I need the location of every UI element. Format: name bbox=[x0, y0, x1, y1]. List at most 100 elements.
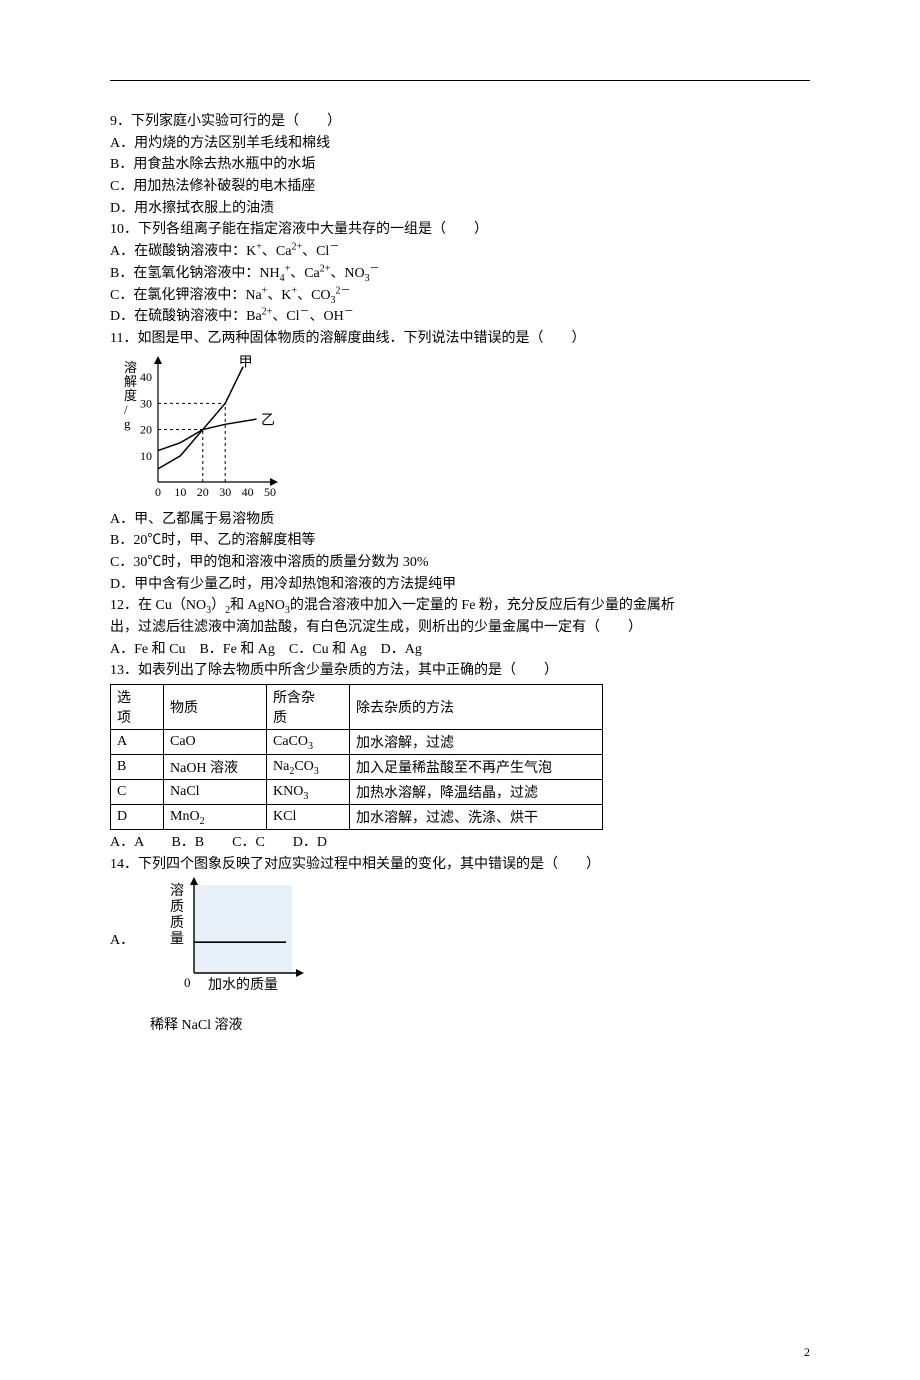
svg-text:40: 40 bbox=[140, 370, 152, 384]
sup: 2－ bbox=[336, 285, 351, 296]
q12-line1: 12．在 Cu（NO3）2和 AgNO3的混合溶液中加入一定量的 Fe 粉，充分… bbox=[110, 595, 810, 617]
table-cell: 加热水溶解，降温结晶，过滤 bbox=[350, 780, 603, 805]
svg-text:加水的质量: 加水的质量 bbox=[208, 977, 278, 993]
q12-opts: A．Fe 和 Cu B．Fe 和 Ag C．Cu 和 Ag D．Ag bbox=[110, 639, 810, 661]
q9-opt-b: B．用食盐水除去热水瓶中的水垢 bbox=[110, 154, 810, 176]
q10-a-m2: 、Cl bbox=[302, 244, 329, 259]
svg-text:度: 度 bbox=[124, 388, 137, 403]
q10-a-pre: A．在碳酸钠溶液中：K bbox=[110, 244, 256, 259]
q10-a-m1: 、Ca bbox=[262, 244, 292, 259]
table-cell: KNO3 bbox=[267, 780, 350, 805]
solubility-chart: 1020304001020304050甲乙溶解度/g bbox=[110, 354, 810, 509]
q12-l1-mid: 和 AgNO bbox=[230, 598, 285, 613]
svg-text:20: 20 bbox=[140, 422, 152, 436]
svg-text:10: 10 bbox=[140, 448, 152, 462]
svg-text:30: 30 bbox=[219, 485, 231, 499]
q10-opt-b: B．在氢氧化钠溶液中：NH4+、Ca2+、NO3－ bbox=[110, 263, 810, 285]
page-number: 2 bbox=[804, 1345, 810, 1360]
q14-stem: 14．下列四个图象反映了对应实验过程中相关量的变化，其中错误的是（ ） bbox=[110, 854, 810, 876]
table-cell: CaCO3 bbox=[267, 730, 350, 755]
table-cell: 加水溶解，过滤 bbox=[350, 730, 603, 755]
table-cell: NaOH 溶液 bbox=[164, 755, 267, 780]
table-cell: D bbox=[111, 805, 164, 830]
q10-b-m2: 、NO bbox=[330, 266, 364, 281]
q12-l1-pre: 12．在 Cu（NO bbox=[110, 598, 206, 613]
q9-stem: 9．下列家庭小实验可行的是（ ） bbox=[110, 111, 810, 133]
svg-text:解: 解 bbox=[124, 374, 137, 389]
sup: 2+ bbox=[262, 307, 273, 318]
q14-opt-a-row: A． 溶质质量 0 加水的质量 bbox=[110, 875, 810, 1007]
page: 9．下列家庭小实验可行的是（ ） A．用灼烧的方法区别羊毛线和棉线 B．用食盐水… bbox=[0, 0, 920, 1380]
q10-opt-c: C．在氯化钾溶液中：Na+、K+、CO32－ bbox=[110, 285, 810, 307]
svg-text:10: 10 bbox=[174, 485, 186, 499]
q11-opt-a: A．甲、乙都属于易溶物质 bbox=[110, 509, 810, 531]
table-row: BNaOH 溶液Na2CO3加入足量稀盐酸至不再产生气泡 bbox=[111, 755, 603, 780]
table-header: 除去杂质的方法 bbox=[350, 685, 603, 730]
table-row: CNaClKNO3加热水溶解，降温结晶，过滤 bbox=[111, 780, 603, 805]
svg-text:甲: 甲 bbox=[239, 355, 253, 370]
svg-text:g: g bbox=[124, 416, 131, 431]
table-cell: KCl bbox=[267, 805, 350, 830]
q12-l1-post: 的混合溶液中加入一定量的 Fe 粉，充分反应后有少量的金属析 bbox=[290, 598, 675, 613]
q10-b-pre: B．在氢氧化钠溶液中：NH bbox=[110, 266, 280, 281]
svg-text:质: 质 bbox=[170, 899, 184, 915]
sup: － bbox=[300, 307, 310, 318]
sup: － bbox=[329, 241, 339, 252]
sup: － bbox=[370, 263, 380, 274]
table-cell: C bbox=[111, 780, 164, 805]
q9-opt-d: D．用水擦拭衣服上的油渍 bbox=[110, 198, 810, 220]
svg-text:量: 量 bbox=[170, 931, 184, 947]
svg-text:30: 30 bbox=[140, 396, 152, 410]
sub: 3 bbox=[331, 294, 336, 305]
table-row: ACaOCaCO3加水溶解，过滤 bbox=[111, 730, 603, 755]
q11-opt-b: B．20℃时，甲、乙的溶解度相等 bbox=[110, 530, 810, 552]
table-header: 物质 bbox=[164, 685, 267, 730]
svg-text:质: 质 bbox=[170, 915, 184, 931]
chart2-svg: 溶质质量 0 加水的质量 bbox=[154, 877, 304, 997]
q10-c-pre: C．在氯化钾溶液中：Na bbox=[110, 288, 262, 303]
svg-text:溶: 溶 bbox=[124, 360, 137, 375]
table-cell: NaCl bbox=[164, 780, 267, 805]
q9-opt-c: C．用加热法修补破裂的电木插座 bbox=[110, 176, 810, 198]
impurity-table: 选项物质所含杂质除去杂质的方法ACaOCaCO3加水溶解，过滤BNaOH 溶液N… bbox=[110, 684, 603, 830]
q10-opt-d: D．在硫酸钠溶液中：Ba2+、Cl－、OH－ bbox=[110, 306, 810, 328]
q14-caption: 稀释 NaCl 溶液 bbox=[150, 1015, 810, 1037]
svg-text:溶: 溶 bbox=[170, 883, 184, 899]
q10-d-m2: 、OH bbox=[310, 309, 344, 324]
table-cell: MnO2 bbox=[164, 805, 267, 830]
svg-text:0: 0 bbox=[155, 485, 161, 499]
table-row: DMnO2KCl加水溶解，过滤、洗涤、烘干 bbox=[111, 805, 603, 830]
chart1-svg: 1020304001020304050甲乙溶解度/g bbox=[110, 354, 280, 504]
svg-text:50: 50 bbox=[264, 485, 276, 499]
sub: 4 bbox=[280, 273, 285, 284]
table-cell: 加入足量稀盐酸至不再产生气泡 bbox=[350, 755, 603, 780]
svg-text:乙: 乙 bbox=[261, 412, 275, 428]
sub: 3 bbox=[206, 605, 211, 616]
svg-text:0: 0 bbox=[184, 975, 191, 990]
table-cell: B bbox=[111, 755, 164, 780]
sub: 3 bbox=[365, 273, 370, 284]
svg-text:20: 20 bbox=[197, 485, 209, 499]
q14-a-label: A． bbox=[110, 930, 134, 952]
sup: － bbox=[344, 307, 354, 318]
q10-c-m2: 、CO bbox=[297, 288, 330, 303]
top-rule bbox=[110, 80, 810, 81]
q10-d-pre: D．在硫酸钠溶液中：Ba bbox=[110, 309, 262, 324]
table-cell: Na2CO3 bbox=[267, 755, 350, 780]
q11-opt-c: C．30℃时，甲的饱和溶液中溶质的质量分数为 30% bbox=[110, 552, 810, 574]
table-cell: A bbox=[111, 730, 164, 755]
q10-stem: 10．下列各组离子能在指定溶液中大量共存的一组是（ ） bbox=[110, 219, 810, 241]
table-cell: 加水溶解，过滤、洗涤、烘干 bbox=[350, 805, 603, 830]
q10-opt-a: A．在碳酸钠溶液中：K+、Ca2+、Cl－ bbox=[110, 241, 810, 263]
q11-stem: 11．如图是甲、乙两种固体物质的溶解度曲线．下列说法中错误的是（ ） bbox=[110, 328, 810, 350]
dilution-chart: 溶质质量 0 加水的质量 bbox=[154, 877, 304, 1005]
q12-line2: 出，过滤后往滤液中滴加盐酸，有白色沉淀生成，则析出的少量金属中一定有（ ） bbox=[110, 617, 810, 639]
q10-b-m1: 、Ca bbox=[290, 266, 320, 281]
q13-stem: 13．如表列出了除去物质中所含少量杂质的方法，其中正确的是（ ） bbox=[110, 660, 810, 682]
q11-opt-d: D．甲中含有少量乙时，用冷却热饱和溶液的方法提纯甲 bbox=[110, 574, 810, 596]
q10-d-m1: 、Cl bbox=[272, 309, 299, 324]
svg-text:40: 40 bbox=[242, 485, 254, 499]
table-cell: CaO bbox=[164, 730, 267, 755]
sup: 2+ bbox=[320, 263, 331, 274]
q13-opts: A．A B．B C．C D．D bbox=[110, 832, 810, 854]
